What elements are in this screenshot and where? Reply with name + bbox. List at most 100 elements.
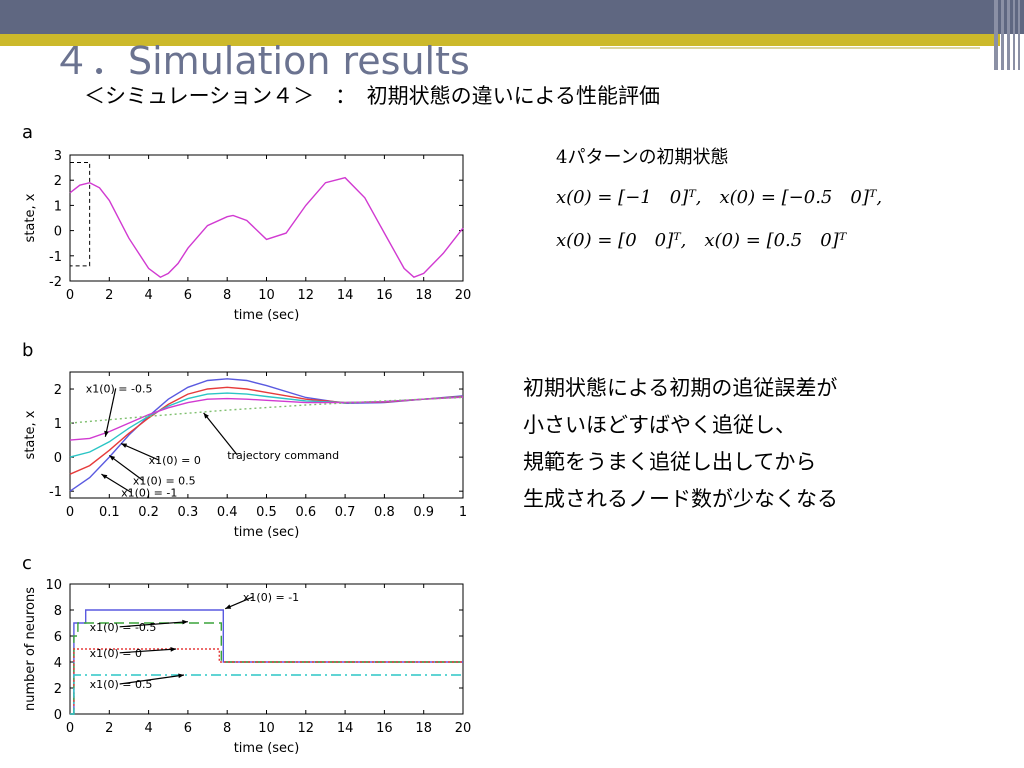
x-tick-label: 0.7 [335, 505, 356, 520]
description-line: 小さいほどすばやく追従し、 [523, 413, 796, 437]
y-tick-label: -1 [49, 250, 62, 265]
y-axis-label: state, x [23, 410, 38, 459]
y-tick-label: 0 [54, 708, 62, 723]
y-tick-label: 2 [54, 682, 62, 697]
annotation-label: x1(0) = 0 [149, 454, 201, 467]
x-tick-label: 12 [298, 288, 315, 303]
chart-b: 0 0.1 0.2 0.3 0.4 0.5 0.6 0.7 0.8 0.9 1 -1 0 1 2 time (… [23, 371, 467, 540]
y-axis-label: number of neurons [23, 587, 38, 711]
arrow-head [225, 604, 232, 609]
x-tick-label: 8 [223, 721, 231, 736]
x-tick-label: 18 [415, 288, 432, 303]
top-bar [0, 0, 1024, 34]
x-tick-label: 10 [258, 721, 275, 736]
formula-header: 4パターンの初期状態 [556, 147, 729, 168]
y-axis-label: state, x [23, 193, 38, 242]
annotation-arrow [119, 674, 185, 685]
x-tick-label: 10 [258, 288, 275, 303]
description: 初期状態による初期の追従誤差が 小さいほどすばやく追従し、 規範をうまく追従し出… [523, 370, 838, 518]
y-tick-label: 6 [54, 630, 62, 645]
arrow-head [101, 474, 108, 479]
formula-line-2: x(0) = [0 0]ᵀ, x(0) = [0.5 0]ᵀ [556, 230, 847, 251]
y-tick-label: 0 [54, 451, 62, 466]
slide-subtitle: ＜シミュレーション４＞ ： 初期状態の違いによる性能評価 [84, 84, 661, 108]
y-tick-label: 2 [54, 174, 62, 189]
panel-letter-a: a [22, 122, 34, 143]
x-tick-label: 20 [455, 288, 472, 303]
x-tick-label: 0.2 [138, 505, 159, 520]
x-tick-label: 8 [223, 288, 231, 303]
x-tick-label: 4 [144, 288, 152, 303]
x-tick-label: 12 [298, 721, 315, 736]
corner-stripes [994, 0, 1024, 70]
description-line: 生成されるノード数が少なくなる [523, 487, 838, 511]
y-tick-label: -1 [49, 485, 62, 500]
y-tick-label: 1 [54, 417, 62, 432]
annotation-label: x1(0) = -0.5 [86, 382, 153, 395]
series-line [69, 396, 464, 424]
annotation-label: x1(0) = -1 [243, 591, 299, 604]
x-axis-label: time (sec) [234, 525, 300, 540]
x-tick-label: 2 [105, 721, 113, 736]
y-tick-label: 10 [45, 578, 62, 593]
arrow-head [178, 673, 184, 679]
x-tick-label: 1 [459, 505, 467, 520]
arrow-head [170, 647, 177, 652]
annotation-label: x1(0) = -1 [121, 486, 177, 499]
annotation-arrow [119, 648, 177, 654]
x-tick-label: 0 [66, 288, 74, 303]
annotation-arrow [108, 454, 144, 481]
x-tick-label: 0 [66, 721, 74, 736]
x-tick-label: 0.1 [99, 505, 120, 520]
plot-frame [69, 154, 464, 282]
accent-band [0, 34, 1000, 46]
formula-line-1: x(0) = [−1 0]ᵀ, x(0) = [−0.5 0]ᵀ, [556, 187, 883, 208]
annotation-arrow [104, 388, 117, 437]
x-tick-label: 14 [337, 288, 354, 303]
x-tick-label: 16 [376, 288, 393, 303]
x-tick-label: 0.3 [178, 505, 199, 520]
annotation-label: trajectory command [227, 449, 339, 462]
x-axis-label: time (sec) [234, 308, 300, 323]
series-line [70, 622, 463, 715]
arrow-head [203, 412, 209, 419]
annotation-label: x1(0) = 0.5 [133, 474, 196, 487]
x-tick-label: 16 [376, 721, 393, 736]
annotation-label: x1(0) = 0 [90, 647, 142, 660]
slide-title: ４．Simulation results [52, 39, 470, 83]
x-tick-label: 4 [144, 721, 152, 736]
arrow-head [109, 455, 116, 461]
x-tick-label: 2 [105, 288, 113, 303]
arrow-head [104, 430, 109, 437]
chart-c: 0 2 4 6 8 10 12 14 16 18 20 0 2 4 6 8 10 time (sec) number… [23, 578, 472, 756]
x-tick-label: 0.4 [217, 505, 238, 520]
description-line: 規範をうまく追従し出してから [523, 450, 817, 474]
annotation-arrow [101, 473, 132, 493]
x-tick-label: 0.9 [413, 505, 434, 520]
y-tick-label: 0 [54, 225, 62, 240]
y-tick-label: 8 [54, 604, 62, 619]
x-tick-label: 0.5 [256, 505, 277, 520]
x-tick-label: 0.8 [374, 505, 395, 520]
x-tick-label: 14 [337, 721, 354, 736]
series-line [70, 648, 463, 715]
panel-letter-b: b [22, 340, 34, 361]
x-tick-label: 6 [184, 288, 192, 303]
x-tick-label: 6 [184, 721, 192, 736]
zoom-box [69, 162, 91, 267]
annotation-arrow [119, 621, 188, 628]
description-line: 初期状態による初期の追従誤差が [523, 376, 838, 400]
x-tick-label: 20 [455, 721, 472, 736]
x-tick-label: 18 [415, 721, 432, 736]
annotation-label: x1(0) = 0.5 [90, 678, 153, 691]
arrow-head [182, 619, 188, 625]
x-tick-label: 0 [66, 505, 74, 520]
panel-letter-c: c [22, 553, 32, 574]
y-tick-label: 3 [54, 149, 62, 164]
x-axis-label: time (sec) [234, 741, 300, 756]
y-tick-label: 4 [54, 656, 62, 671]
y-tick-label: 1 [54, 199, 62, 214]
annotation-label: x1(0) = -0.5 [90, 621, 157, 634]
y-tick-label: -2 [49, 275, 62, 290]
